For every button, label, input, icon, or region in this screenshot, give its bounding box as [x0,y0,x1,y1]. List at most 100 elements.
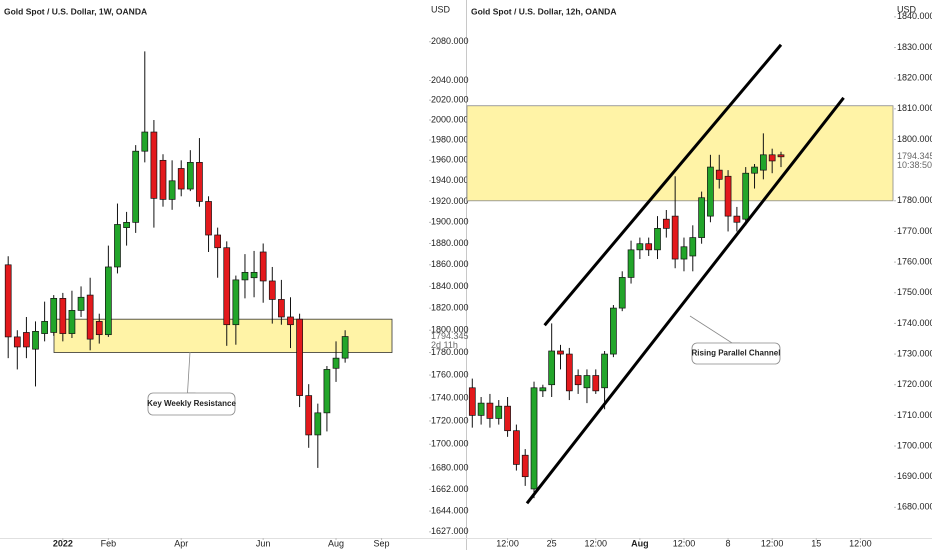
y-tick-label: 1780.000 [897,195,932,205]
y-tick-label: 1840.000 [431,281,469,291]
y-tick-label: 1627.000 [431,526,469,536]
candle-body [114,224,121,268]
candle-body [530,387,538,490]
candle-body [768,154,776,162]
candle-body [574,375,582,386]
y-tick-label: 1720.000 [431,415,469,425]
callout-text: Key Weekly Resistance [147,399,236,408]
candle-body [495,405,503,419]
y-tick-label: 1830.000 [897,42,932,52]
candle-body [186,162,194,190]
x-tick-label: Aug [631,538,649,548]
candle-body [715,169,723,180]
y-tick-label: 1700.000 [897,440,932,450]
candle-body [521,454,529,478]
candle-body [268,280,276,300]
channel-line [525,96,845,505]
candle-body [759,154,767,171]
candle-body [205,201,212,236]
candle-body [168,180,176,200]
y-tick-label: 1880.000 [431,238,469,248]
candle-body [671,215,679,260]
x-tick-label: Feb [101,538,117,548]
candle-body [278,299,285,318]
candle-body [557,350,564,355]
y-tick-label: 1810.000 [897,103,932,113]
candle-body [583,375,591,389]
candle-body [341,336,349,359]
x-tick-label: 12:00 [849,538,872,548]
candle-body [296,318,303,396]
x-tick-label: 2022 [53,538,73,548]
candle-body [332,357,340,369]
candle-body [513,430,520,465]
channel-line [543,43,783,327]
candle-body [232,279,240,326]
y-tick-label: 1940.000 [431,175,469,185]
candle-body [548,350,556,386]
last-price: 1794.345 [897,151,932,161]
y-tick-label: 1740.000 [431,392,469,402]
y-tick-label: 1920.000 [431,196,469,206]
y-tick-label: 1770.000 [897,226,932,236]
candle-body [689,237,697,257]
candle-body [468,387,476,416]
y-tick-label: 1680.000 [897,502,932,512]
y-tick-label: 2020.000 [431,95,469,105]
x-tick-label: 12:00 [761,538,784,548]
callout-box [147,392,236,416]
candle-body [777,154,785,158]
candle-body [751,166,758,174]
candle-body [214,234,221,249]
candle-body [504,405,511,432]
countdown: 10:38:50 [897,160,932,170]
x-tick-label: 12:00 [585,538,608,548]
y-tick-label: 1710.000 [897,410,932,420]
y-tick-label: 2040.000 [431,75,469,85]
y-tick-label: 1740.000 [897,318,932,328]
y-tick-label: 1800.000 [897,134,932,144]
y-tick-label: 1662.000 [431,484,469,494]
candle-body [141,131,149,152]
y-tick-label: 1840.000 [897,11,932,21]
x-tick-label: Aug [328,538,344,548]
candle-body [323,369,331,414]
candle-body [601,353,608,389]
candle-body [23,332,30,348]
candle-body [662,218,670,229]
y-tick-label: 1960.000 [431,155,469,165]
callout-text: Rising Parallel Channel [692,349,781,358]
candle-body [241,271,249,281]
chart-title: Gold Spot / U.S. Dollar, 12h, OANDA [471,6,616,16]
y-tick-label: 1780.000 [431,347,469,357]
x-tick-label: Jun [256,538,271,548]
resistance-zone [53,318,393,353]
candle-body [41,321,48,334]
candle-body [680,246,688,260]
candle-body [645,243,653,251]
y-tick-label: 1644.000 [431,505,469,515]
x-tick-label: 25 [547,538,557,548]
candle-body [486,402,494,419]
candle-body [59,298,67,334]
last-price: 1794.345 [431,331,469,341]
y-tick-label: 1760.000 [431,369,469,379]
axis-unit: USD [431,4,451,14]
candle-body [150,131,158,199]
y-tick-label: 1860.000 [431,259,469,269]
candle-body [742,172,750,220]
x-tick-label: 12:00 [496,538,519,548]
candle-body [95,321,103,336]
y-tick-label: 1750.000 [897,287,932,297]
candle-body [287,316,294,326]
candle-body [627,249,635,278]
candle-body [477,402,485,416]
candle-body [539,387,547,392]
y-tick-label: 1900.000 [431,217,469,227]
candle-body [132,150,140,223]
x-tick-label: 8 [726,538,731,548]
candle-body [223,247,231,326]
countdown: 2d 11h [431,340,458,350]
y-tick-label: 1820.000 [431,303,469,313]
candle-body [13,336,21,348]
